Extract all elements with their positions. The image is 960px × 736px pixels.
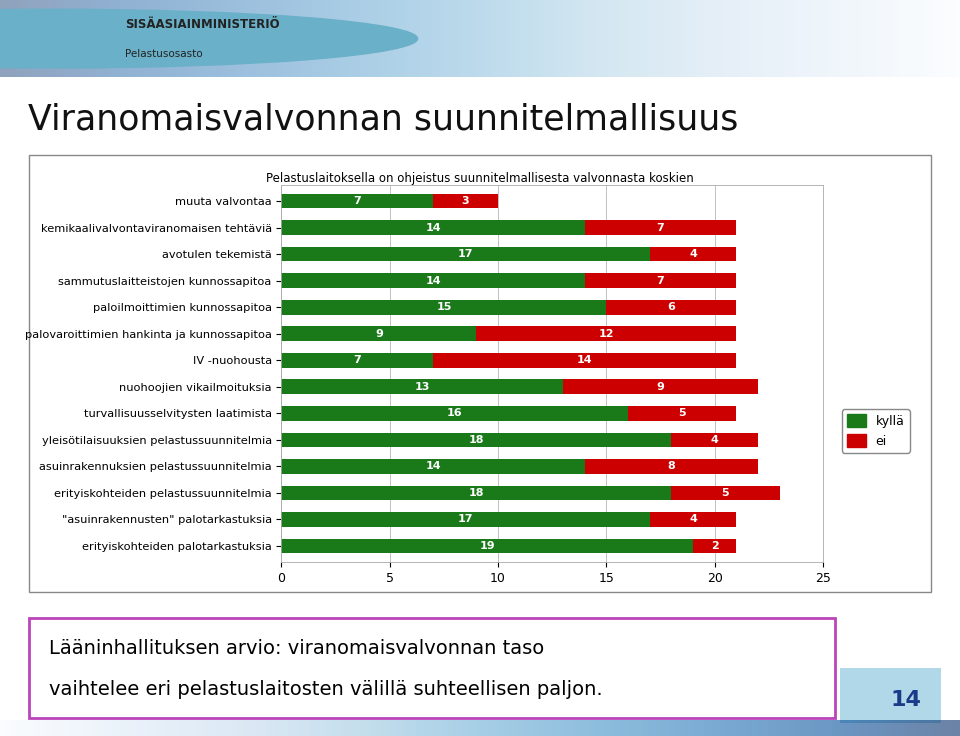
Text: 12: 12 — [599, 329, 614, 339]
Bar — [281, 327, 476, 341]
Bar — [585, 273, 736, 288]
Text: SISÄASIAINMINISTERIÖ: SISÄASIAINMINISTERIÖ — [125, 18, 279, 31]
Text: 14: 14 — [577, 355, 592, 365]
Text: Viranomaisvalvonnan suunnitelmallisuus: Viranomaisvalvonnan suunnitelmallisuus — [29, 103, 739, 137]
Text: 4: 4 — [710, 435, 719, 445]
Text: 5: 5 — [722, 488, 730, 498]
Text: 9: 9 — [375, 329, 383, 339]
Bar — [281, 380, 563, 394]
Text: 14: 14 — [425, 223, 441, 233]
Bar — [628, 406, 736, 420]
FancyBboxPatch shape — [29, 155, 931, 592]
Text: 16: 16 — [447, 408, 463, 418]
Text: 19: 19 — [479, 541, 495, 551]
Text: 17: 17 — [458, 514, 473, 524]
Bar — [281, 300, 607, 314]
Text: Pelastusosasto: Pelastusosasto — [125, 49, 203, 59]
Bar — [281, 539, 693, 553]
Text: 8: 8 — [667, 461, 675, 471]
Bar — [671, 486, 780, 500]
Text: Pelastuslaitoksella on ohjeistus suunnitelmallisesta valvonnasta koskien: Pelastuslaitoksella on ohjeistus suunnit… — [266, 172, 694, 185]
Text: 15: 15 — [436, 302, 451, 312]
Text: 4: 4 — [689, 250, 697, 259]
Bar — [693, 539, 736, 553]
Text: 2: 2 — [710, 541, 718, 551]
Bar — [281, 512, 650, 527]
Bar — [281, 194, 433, 208]
Text: 5: 5 — [679, 408, 686, 418]
Bar — [281, 220, 585, 235]
FancyBboxPatch shape — [840, 668, 941, 723]
Text: 14: 14 — [425, 461, 441, 471]
Bar — [607, 300, 736, 314]
Text: 17: 17 — [458, 250, 473, 259]
Text: 18: 18 — [468, 435, 484, 445]
Text: 13: 13 — [415, 382, 430, 392]
Bar — [433, 353, 736, 367]
Bar — [585, 459, 758, 474]
Text: 14: 14 — [890, 690, 921, 710]
Bar — [281, 273, 585, 288]
Bar — [433, 194, 498, 208]
Text: 7: 7 — [353, 196, 361, 206]
Bar — [281, 406, 628, 420]
Legend: kyllä, ei: kyllä, ei — [842, 409, 909, 453]
Text: 14: 14 — [425, 276, 441, 286]
Bar — [563, 380, 758, 394]
Text: Lääninhallituksen arvio: viranomaisvalvonnan taso: Lääninhallituksen arvio: viranomaisvalvo… — [49, 639, 544, 657]
Circle shape — [0, 10, 418, 68]
Text: 4: 4 — [689, 514, 697, 524]
Bar — [281, 353, 433, 367]
Text: 6: 6 — [667, 302, 675, 312]
Text: 18: 18 — [468, 488, 484, 498]
Bar — [585, 220, 736, 235]
Bar — [650, 512, 736, 527]
Bar — [281, 247, 650, 261]
Bar — [281, 486, 671, 500]
Bar — [671, 433, 758, 447]
Bar — [476, 327, 736, 341]
Bar — [650, 247, 736, 261]
Text: 7: 7 — [657, 223, 664, 233]
Text: 9: 9 — [657, 382, 664, 392]
FancyBboxPatch shape — [29, 618, 835, 718]
Text: 7: 7 — [657, 276, 664, 286]
Text: 3: 3 — [462, 196, 469, 206]
Bar — [281, 433, 671, 447]
Text: 7: 7 — [353, 355, 361, 365]
Text: vaihtelee eri pelastuslaitosten välillä suhteellisen paljon.: vaihtelee eri pelastuslaitosten välillä … — [49, 680, 603, 699]
Bar — [281, 459, 585, 474]
